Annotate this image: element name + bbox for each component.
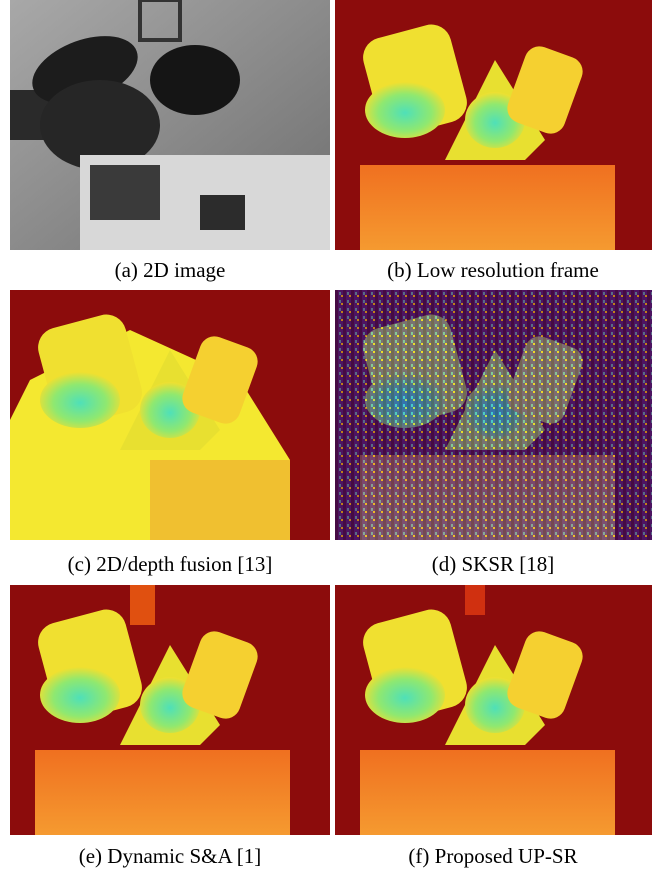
image-panel bbox=[335, 290, 652, 540]
image-panel bbox=[335, 585, 652, 835]
caption: (a) 2D image bbox=[115, 258, 226, 282]
chair-left-seat bbox=[40, 667, 120, 723]
figure: (a) 2D image (b) Low resolution frame (c… bbox=[0, 0, 662, 873]
image-panel bbox=[335, 0, 652, 250]
chair-left-seat bbox=[365, 667, 445, 723]
top-marker bbox=[130, 585, 155, 625]
table bbox=[360, 750, 615, 835]
caption: (c) 2D/depth fusion [13] bbox=[68, 552, 273, 576]
monitor bbox=[90, 165, 160, 220]
table bbox=[360, 165, 615, 250]
image-panel bbox=[10, 0, 330, 250]
caption: (e) Dynamic S&A [1] bbox=[79, 844, 262, 868]
top-marker bbox=[465, 585, 485, 615]
caption: (b) Low resolution frame bbox=[387, 258, 599, 282]
table bbox=[35, 750, 290, 835]
chair-left-seat bbox=[365, 82, 445, 138]
noise-overlay bbox=[335, 290, 652, 540]
caption: (f) Proposed UP-SR bbox=[408, 844, 577, 868]
chair-left-seat bbox=[40, 372, 120, 428]
chair-right bbox=[150, 45, 240, 115]
table bbox=[150, 460, 290, 540]
image-panel bbox=[10, 585, 330, 835]
image-panel bbox=[10, 290, 330, 540]
caption: (d) SKSR [18] bbox=[432, 552, 555, 576]
object bbox=[200, 195, 245, 230]
